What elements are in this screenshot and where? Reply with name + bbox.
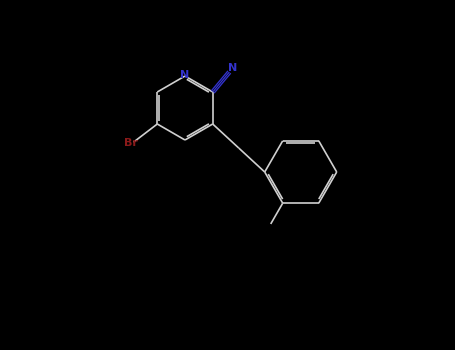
Text: N: N: [228, 63, 237, 73]
Text: N: N: [180, 70, 190, 80]
Text: Br: Br: [123, 138, 137, 148]
